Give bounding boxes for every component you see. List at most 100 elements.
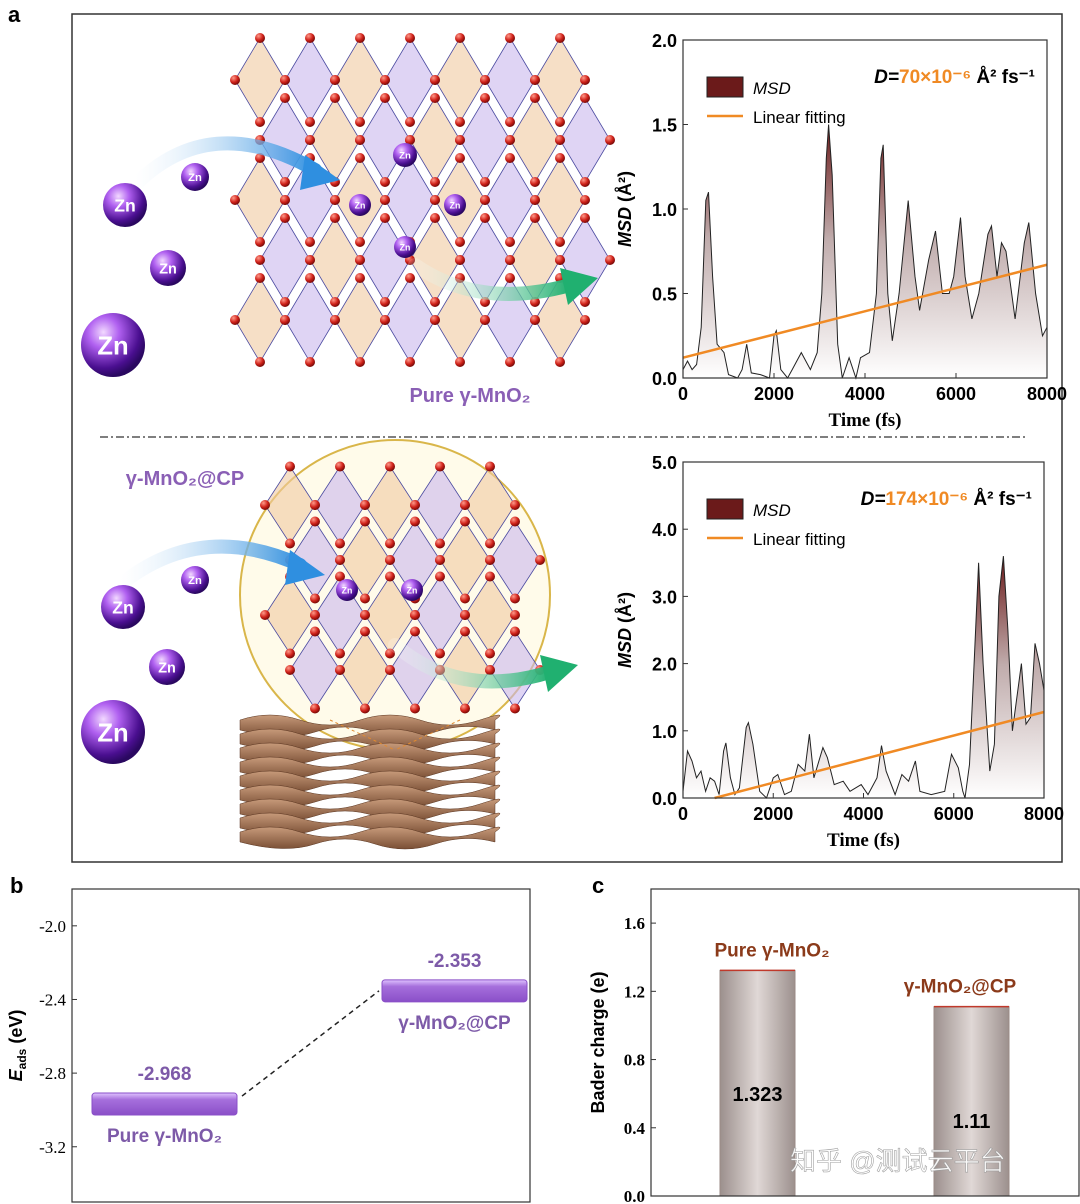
illustration-layer: Zn Zn Zn Zn Zn Zn Zn Zn Zn Zn Zn Zn Zn Zn bbox=[81, 33, 615, 850]
panel-a-frame bbox=[71, 13, 1063, 863]
zn-ion-icon bbox=[149, 649, 185, 685]
x-tick-label: 0 bbox=[678, 384, 688, 404]
zn-ion-icon bbox=[401, 579, 423, 601]
oxygen-atom bbox=[405, 273, 415, 283]
oxygen-atom bbox=[435, 571, 445, 582]
oxygen-atom bbox=[555, 237, 565, 247]
arrow-blue-icon bbox=[113, 539, 307, 592]
oxygen-atom bbox=[480, 75, 490, 85]
annotation-value: 174×10⁻⁶ bbox=[885, 489, 968, 510]
oxygen-atom bbox=[480, 315, 490, 325]
oxygen-atom bbox=[405, 135, 415, 145]
oxygen-atom bbox=[435, 555, 445, 565]
oxygen-atom bbox=[305, 135, 315, 145]
zn-ion-icon bbox=[81, 700, 145, 764]
mno6-octahedron bbox=[309, 217, 361, 303]
carbon-paper-layer bbox=[239, 728, 501, 752]
oxygen-atom bbox=[510, 516, 520, 527]
legend-label-fit: Linear fitting bbox=[753, 530, 846, 549]
oxygen-atom bbox=[580, 315, 590, 325]
carbon-paper-illustration bbox=[239, 714, 501, 850]
oxygen-atom bbox=[310, 500, 320, 510]
oxygen-atom bbox=[405, 357, 415, 367]
oxygen-atom bbox=[310, 626, 320, 637]
zn-label: Zn bbox=[355, 200, 366, 210]
zn-ion-icon bbox=[444, 194, 466, 216]
diffusion-coefficient-annotation: D=174×10⁻⁶ Å² fs⁻¹ bbox=[861, 489, 1032, 510]
oxygen-atom bbox=[335, 461, 345, 472]
mno6-octahedron bbox=[384, 37, 436, 123]
oxygen-atom bbox=[380, 297, 390, 307]
oxygen-atom bbox=[255, 153, 265, 163]
msd-area bbox=[683, 556, 1044, 798]
oxygen-atom bbox=[360, 610, 370, 620]
oxygen-atom bbox=[355, 237, 365, 247]
zn-ion-icon bbox=[81, 313, 145, 377]
oxygen-atom bbox=[455, 33, 465, 43]
oxygen-atom bbox=[330, 195, 340, 205]
oxygen-atom bbox=[280, 93, 290, 103]
panel-label-a: a bbox=[8, 2, 21, 27]
x-tick-label: 2000 bbox=[754, 384, 794, 404]
oxygen-atom bbox=[435, 538, 445, 549]
arrow-green-icon-head bbox=[540, 655, 578, 692]
arrow-blue-icon-head bbox=[285, 550, 325, 585]
mno6-octahedron bbox=[234, 37, 286, 123]
energy-level-bar bbox=[381, 979, 528, 1003]
y-axis-label-italic: MSD bbox=[615, 207, 635, 247]
oxygen-atom bbox=[555, 153, 565, 163]
y-tick-label: 0.4 bbox=[624, 1119, 646, 1138]
zn-ion-icon bbox=[336, 579, 358, 601]
oxygen-atom bbox=[410, 610, 420, 620]
plot-frame bbox=[71, 888, 531, 1203]
oxygen-atom bbox=[335, 648, 345, 659]
zn-label: Zn bbox=[188, 575, 202, 587]
oxygen-atom bbox=[380, 315, 390, 325]
msd-chart-cp: 0 2000 4000 6000 8000 0.0 1.0 2.0 3.0 4.0 5.0 Time … bbox=[615, 453, 1064, 851]
oxygen-atom bbox=[455, 357, 465, 367]
y-tick-label: 1.5 bbox=[652, 116, 677, 136]
oxygen-atom bbox=[485, 461, 495, 472]
oxygen-atom bbox=[505, 135, 515, 145]
oxygen-atom bbox=[285, 461, 295, 472]
oxygen-atom bbox=[260, 610, 270, 620]
oxygen-atom bbox=[410, 703, 420, 714]
oxygen-atom bbox=[460, 500, 470, 510]
oxygen-atom bbox=[355, 273, 365, 283]
oxygen-atom bbox=[280, 315, 290, 325]
oxygen-atom bbox=[535, 555, 545, 565]
zn-label: Zn bbox=[112, 598, 134, 618]
oxygen-atom bbox=[255, 255, 265, 265]
y-tick-label: 3.0 bbox=[652, 587, 677, 607]
zn-label: Zn bbox=[114, 196, 136, 216]
oxygen-atom bbox=[405, 33, 415, 43]
zn-ion-icon bbox=[181, 566, 209, 594]
zn-ion-icon bbox=[393, 143, 417, 167]
carbon-paper-layer bbox=[239, 812, 501, 836]
oxygen-atom bbox=[230, 195, 240, 205]
oxygen-atom bbox=[255, 117, 265, 127]
zn-label: Zn bbox=[407, 585, 418, 595]
oxygen-atom bbox=[305, 357, 315, 367]
oxygen-atom bbox=[385, 571, 395, 582]
panel-label-c: c bbox=[592, 873, 604, 898]
mno6-octahedron bbox=[334, 277, 386, 363]
bader-charge-chart: 1.323 Pure γ-MnO₂ 1.11 γ-MnO₂@CP 0.0 0.4 0.8 1.… bbox=[588, 888, 1080, 1204]
oxygen-atom bbox=[380, 93, 390, 103]
zn-label: Zn bbox=[159, 261, 177, 277]
oxygen-atom bbox=[355, 255, 365, 265]
zn-ion-icon bbox=[394, 236, 416, 258]
mno6-octahedron bbox=[534, 157, 586, 243]
legend-swatch-msd bbox=[706, 76, 744, 98]
oxygen-atom bbox=[510, 626, 520, 637]
oxygen-atom bbox=[460, 516, 470, 527]
mno6-octahedron bbox=[284, 37, 336, 123]
bar bbox=[933, 1006, 1010, 1197]
oxygen-atom bbox=[255, 33, 265, 43]
arrow-blue-icon-head bbox=[300, 155, 340, 190]
mno6-octahedron bbox=[334, 37, 386, 123]
y-axis-label-italic: MSD bbox=[615, 628, 635, 668]
oxygen-atom bbox=[510, 703, 520, 714]
zn-ion-icon bbox=[103, 183, 147, 227]
